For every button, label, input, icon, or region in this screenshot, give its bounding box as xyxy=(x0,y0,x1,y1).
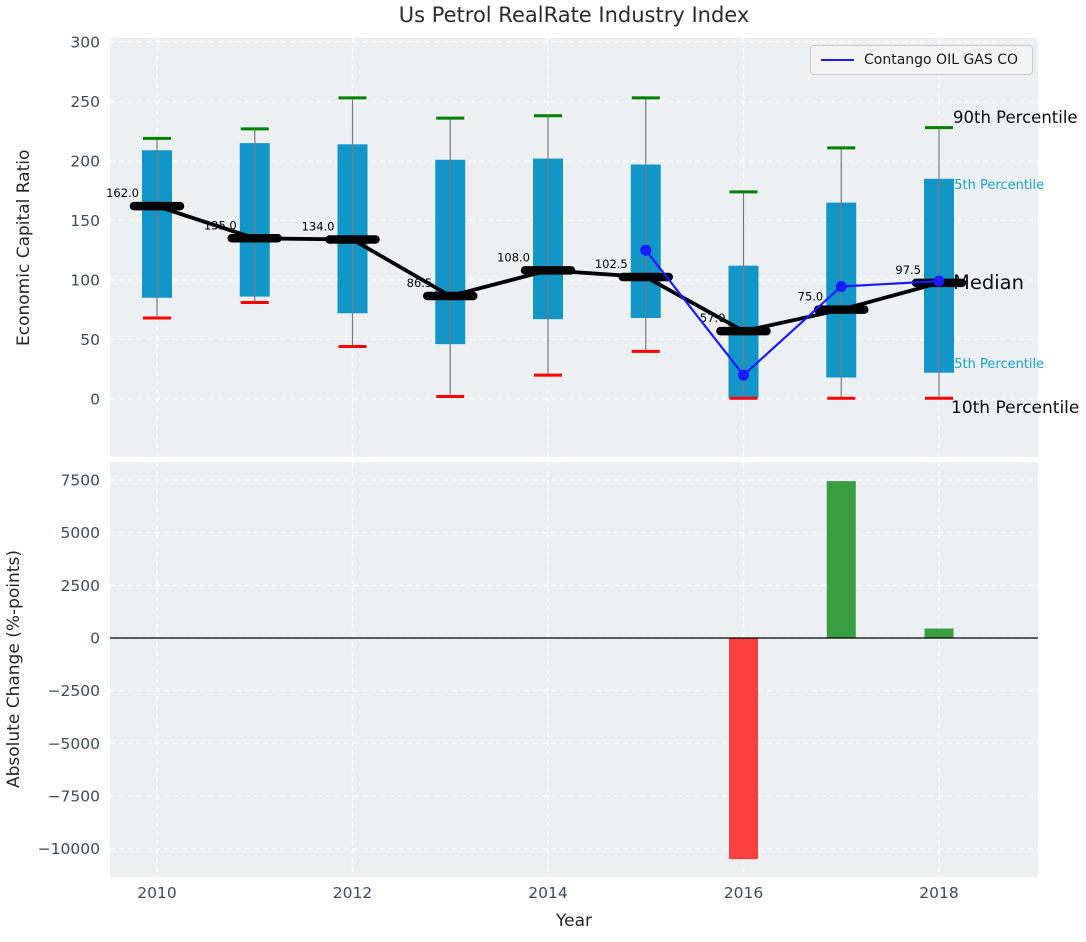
x-tick-label: 2014 xyxy=(528,884,567,902)
absolute-change-chart: 7500 5000 2500 0 −2500 −5000 −7500 −10000 2010 20… xyxy=(38,462,1038,902)
median-value-label: 102.5 xyxy=(595,257,628,271)
y-tick-label: 50 xyxy=(80,331,100,349)
x-tick-label: 2012 xyxy=(333,884,372,902)
median-value-label: 75.0 xyxy=(798,290,824,304)
industry-index-chart: 0 50 100 150 200 250 300 90th Percentile 75th Pe… xyxy=(70,34,1079,457)
median-value-label: 135.0 xyxy=(204,218,237,232)
y-tick-label: 2500 xyxy=(61,577,100,595)
company-dot xyxy=(933,275,945,287)
p90-percentile-label: 90th Percentile xyxy=(953,108,1078,127)
x-tick-label: 2018 xyxy=(919,884,958,902)
company-dot xyxy=(738,369,749,381)
company-dot xyxy=(835,280,847,292)
y-tick-label: −7500 xyxy=(48,787,100,805)
median-value-label: 162.0 xyxy=(106,186,139,200)
y-tick-label: 100 xyxy=(70,271,100,289)
median-value-label: 134.0 xyxy=(302,219,335,233)
y-tick-label: 150 xyxy=(70,212,100,230)
legend: Contango OIL GAS CO xyxy=(810,45,1033,75)
median-value-label: 86.5 xyxy=(407,276,433,290)
x-tick-label: 2010 xyxy=(137,884,176,902)
y-tick-label: −5000 xyxy=(48,735,100,753)
y-tick-label: −2500 xyxy=(48,682,100,700)
y-tick-label: 0 xyxy=(90,390,100,408)
y-tick-label: 7500 xyxy=(61,472,100,490)
company-dot xyxy=(640,244,652,256)
y-tick-label: −10000 xyxy=(38,840,100,858)
p25-percentile-label: 25th Percentile xyxy=(946,357,1044,372)
y-tick-label: 0 xyxy=(90,630,100,648)
legend-line-sample xyxy=(821,59,854,61)
median-value-label: 97.5 xyxy=(895,263,921,277)
y-tick-label: 250 xyxy=(70,93,100,111)
median-right-label: Median xyxy=(953,271,1024,294)
x-axis-label: Year xyxy=(556,911,592,931)
change-bar xyxy=(924,628,954,638)
median-value-label: 108.0 xyxy=(497,250,530,264)
y-tick-label: 200 xyxy=(70,152,100,170)
legend-label: Contango OIL GAS CO xyxy=(864,52,1019,68)
p75-percentile-label: 75th Percentile xyxy=(946,178,1044,193)
bottom-plot-background xyxy=(110,462,1038,877)
p10-percentile-label: 10th Percentile xyxy=(951,398,1079,418)
x-tick-label: 2016 xyxy=(724,884,763,902)
company-line xyxy=(644,249,940,377)
chart-title: Us Petrol RealRate Industry Index xyxy=(398,3,750,27)
y-tick-label: 300 xyxy=(70,34,100,52)
y-tick-label: 5000 xyxy=(61,524,100,542)
change-bar xyxy=(729,638,758,860)
median-value-label: 57.0 xyxy=(700,311,726,325)
change-bar xyxy=(826,481,856,638)
